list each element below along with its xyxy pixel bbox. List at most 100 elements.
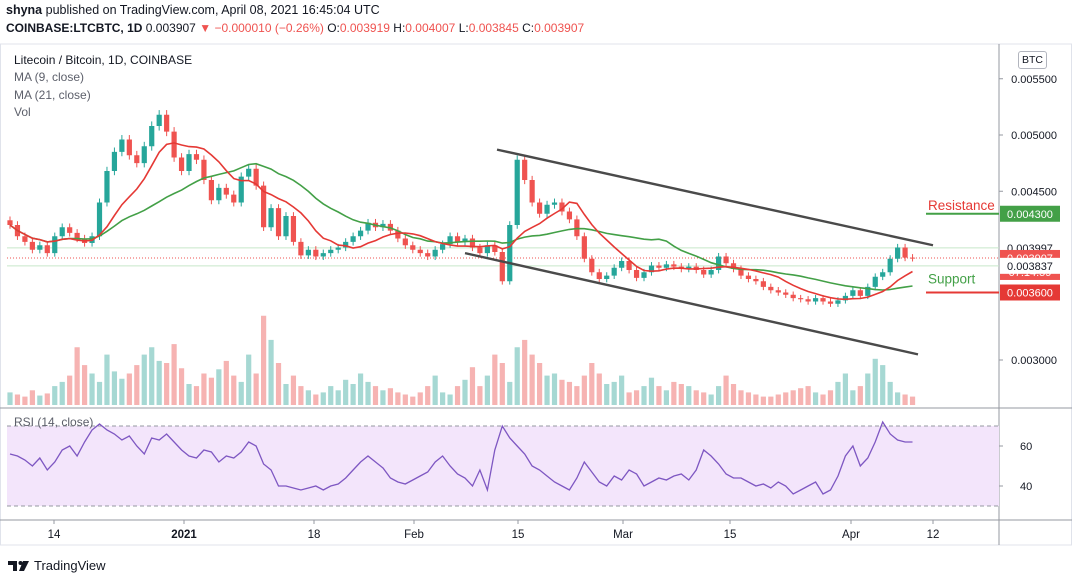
candle-body — [328, 249, 334, 254]
candle-body — [648, 265, 655, 273]
volume-bar — [126, 373, 132, 405]
volume-bar — [477, 386, 483, 405]
candle-body — [909, 257, 916, 259]
candle-body — [544, 204, 550, 214]
volume-bar — [805, 386, 811, 405]
close-value: 0.003907 — [534, 21, 585, 35]
volume-bar — [589, 363, 595, 405]
volume-bar — [790, 390, 796, 405]
legend-ma9[interactable]: MA (9, close) — [14, 70, 85, 84]
price-tick-label: 0.003000 — [1011, 355, 1057, 367]
candle-body — [827, 301, 834, 304]
low-value: 0.003845 — [468, 21, 519, 35]
candle-body — [52, 236, 58, 254]
volume-bar — [775, 394, 781, 405]
volume-bar — [596, 373, 602, 405]
volume-bar — [417, 392, 423, 405]
candle-body — [522, 159, 528, 180]
volume-bar — [193, 386, 200, 405]
volume-bar — [395, 392, 401, 405]
volume-bar — [656, 386, 662, 405]
volume-bar — [22, 396, 28, 405]
candle-body — [529, 180, 535, 203]
ohlc-line: COINBASE:LTCBTC, 1D 0.003907 ▼ −0.000010… — [6, 21, 584, 35]
candle-body — [186, 154, 192, 171]
candle-body — [59, 227, 65, 237]
candle-body — [201, 159, 207, 180]
volume-bar — [343, 379, 349, 405]
candle-body — [469, 238, 476, 248]
price-tick-label: 0.004500 — [1011, 186, 1057, 198]
volume-bar — [827, 390, 834, 405]
volume-bar — [909, 396, 916, 405]
legend-ma21[interactable]: MA (21, close) — [14, 88, 91, 102]
volume-bar — [730, 384, 737, 405]
time-tick-label: 2021 — [171, 529, 197, 541]
candle-body — [67, 227, 73, 233]
volume-bar — [745, 392, 752, 405]
tradingview-logo[interactable]: TradingView — [8, 557, 106, 575]
volume-bar — [701, 392, 707, 405]
candle-body — [261, 185, 267, 228]
volume-bar — [208, 377, 214, 405]
candle-body — [283, 216, 289, 237]
volume-bar — [410, 396, 416, 405]
volume-bar — [432, 375, 438, 405]
candle-body — [208, 180, 214, 201]
candle-body — [410, 245, 416, 250]
price-tick-label: 0.005000 — [1011, 130, 1057, 142]
volume-bar — [425, 386, 431, 405]
resistance-price-label-box — [1000, 205, 1060, 222]
volume-bar — [551, 373, 558, 405]
publisher-line: shyna published on TradingView.com, Apri… — [6, 3, 380, 17]
candle-body — [507, 225, 513, 282]
rsi-tick-label: 60 — [1020, 441, 1032, 453]
legend-rsi[interactable]: RSI (14, close) — [14, 415, 94, 429]
resistance-annotation: Resistance — [928, 198, 995, 213]
rsi-line — [9, 420, 913, 495]
legend-vol[interactable]: Vol — [14, 105, 31, 119]
volume-bar — [641, 386, 647, 405]
volume-bar — [820, 394, 826, 405]
candle-body — [880, 272, 886, 277]
close-label: C: — [522, 21, 535, 35]
candle-body — [790, 294, 796, 299]
candle-body — [604, 275, 610, 279]
currency-button[interactable]: BTC — [1018, 51, 1047, 69]
volume-bar — [544, 375, 550, 405]
candle-body — [365, 222, 371, 231]
time-tick-label: 12 — [927, 529, 940, 541]
candle-body — [656, 265, 662, 268]
volume-bar — [798, 388, 804, 405]
candle-body — [775, 290, 781, 293]
volume-bar — [29, 390, 35, 405]
volume-bar — [902, 394, 908, 405]
volume-bar — [141, 354, 147, 405]
volume-bar — [171, 344, 177, 405]
volume-bar — [887, 381, 893, 405]
time-tick-label: 14 — [48, 529, 61, 541]
volume-bar — [156, 360, 162, 405]
candle-body — [581, 236, 587, 259]
rsi-tick-label: 40 — [1020, 481, 1032, 493]
volume-bar — [507, 381, 513, 405]
support-price-label: 0.003600 — [1007, 288, 1053, 300]
tradingview-logo-icon — [8, 560, 29, 571]
candle-body — [663, 264, 669, 268]
publisher-name[interactable]: shyna — [6, 3, 43, 17]
volume-bar — [275, 363, 282, 405]
volume-bar — [372, 386, 379, 405]
candle-body — [350, 236, 356, 242]
candle-body — [402, 238, 408, 246]
candle-body — [29, 241, 35, 250]
volume-bar — [380, 390, 386, 405]
candle-body — [514, 159, 520, 225]
volume-bar — [253, 373, 259, 405]
volume-bar — [119, 378, 125, 405]
volume-bar — [246, 354, 252, 405]
volume-bar — [402, 394, 408, 405]
candle-body — [835, 300, 841, 304]
candle-body — [275, 208, 282, 237]
